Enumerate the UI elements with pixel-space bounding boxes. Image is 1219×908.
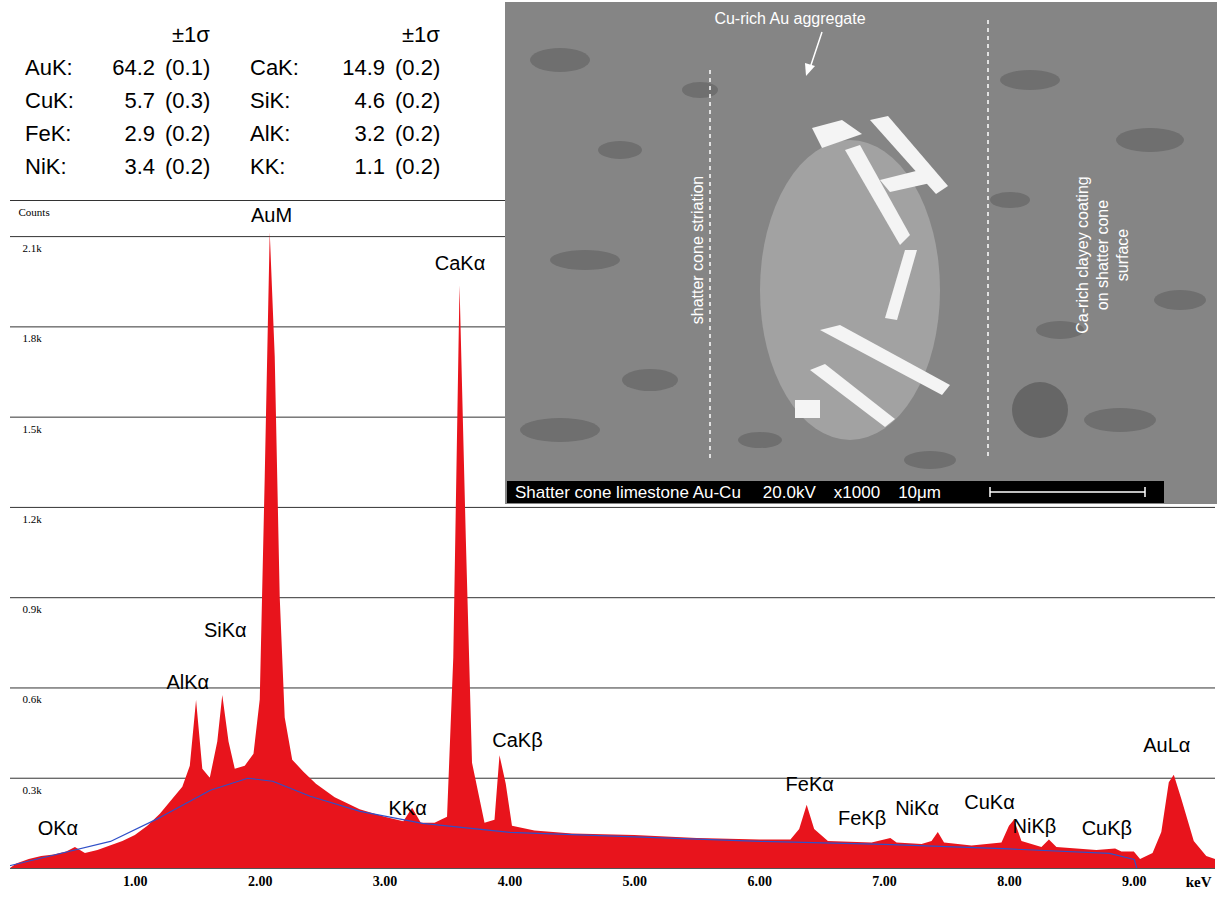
svg-text:20.0kV: 20.0kV (763, 483, 817, 502)
svg-text:NiK:: NiK: (25, 154, 67, 179)
svg-text:(0.2): (0.2) (165, 121, 210, 146)
svg-text:(0.2): (0.2) (395, 88, 440, 113)
svg-text:±1σ: ±1σ (402, 22, 440, 47)
svg-text:4.6: 4.6 (354, 88, 385, 113)
svg-text:1.1: 1.1 (354, 154, 385, 179)
svg-text:KKα: KKα (388, 797, 426, 819)
svg-text:1.8k: 1.8k (23, 332, 43, 344)
svg-text:5.00: 5.00 (623, 874, 648, 889)
svg-text:AuK:: AuK: (25, 55, 73, 80)
svg-text:NiKα: NiKα (895, 797, 939, 819)
svg-text:(0.2): (0.2) (395, 55, 440, 80)
svg-text:4.00: 4.00 (498, 874, 523, 889)
svg-text:surface: surface (1114, 229, 1131, 282)
svg-text:x1000: x1000 (834, 483, 880, 502)
svg-text:CuKα: CuKα (964, 791, 1014, 813)
svg-text:AuLα: AuLα (1143, 734, 1190, 756)
svg-text:64.2: 64.2 (112, 55, 155, 80)
svg-text:9.00: 9.00 (1122, 874, 1147, 889)
svg-text:3.4: 3.4 (124, 154, 155, 179)
svg-text:OKα: OKα (38, 817, 78, 839)
svg-text:shatter cone striation: shatter cone striation (689, 176, 706, 325)
svg-text:Cu-rich Au aggregate: Cu-rich Au aggregate (714, 10, 865, 27)
svg-text:CaKβ: CaKβ (492, 729, 542, 751)
svg-text:(0.3): (0.3) (165, 88, 210, 113)
svg-text:1.5k: 1.5k (23, 423, 43, 435)
svg-text:1.2k: 1.2k (23, 513, 43, 525)
svg-text:2.1k: 2.1k (23, 242, 43, 254)
svg-text:7.00: 7.00 (872, 874, 897, 889)
svg-text:FeK:: FeK: (25, 121, 71, 146)
svg-text:CaK:: CaK: (250, 55, 299, 80)
svg-text:0.3k: 0.3k (23, 784, 43, 796)
svg-text:AlK:: AlK: (250, 121, 290, 146)
svg-text:0.9k: 0.9k (23, 603, 43, 615)
svg-text:2.9: 2.9 (124, 121, 155, 146)
svg-text:FeKα: FeKα (786, 773, 834, 795)
svg-text:KK:: KK: (250, 154, 285, 179)
svg-text:SiK:: SiK: (250, 88, 290, 113)
svg-text:AuM: AuM (251, 204, 292, 226)
svg-text:CuK:: CuK: (25, 88, 74, 113)
svg-text:(0.1): (0.1) (165, 55, 210, 80)
svg-text:Ca-rich clayey coating: Ca-rich clayey coating (1074, 176, 1091, 333)
svg-text:Counts: Counts (19, 206, 50, 218)
svg-text:FeKβ: FeKβ (838, 807, 886, 829)
svg-text:1.00: 1.00 (123, 874, 148, 889)
svg-text:2.00: 2.00 (248, 874, 273, 889)
svg-text:±1σ: ±1σ (172, 22, 210, 47)
svg-text:5.7: 5.7 (124, 88, 155, 113)
svg-text:14.9: 14.9 (342, 55, 385, 80)
svg-text:Shatter cone limestone Au-Cu: Shatter cone limestone Au-Cu (515, 483, 741, 502)
svg-text:6.00: 6.00 (747, 874, 772, 889)
svg-text:keV: keV (1186, 874, 1212, 890)
svg-text:on shatter cone: on shatter cone (1094, 200, 1111, 310)
svg-text:CaKα: CaKα (435, 252, 485, 274)
svg-text:AlKα: AlKα (166, 671, 209, 693)
svg-text:8.00: 8.00 (997, 874, 1022, 889)
svg-text:3.2: 3.2 (354, 121, 385, 146)
svg-text:(0.2): (0.2) (395, 121, 440, 146)
svg-text:10μm: 10μm (898, 483, 941, 502)
svg-text:(0.2): (0.2) (165, 154, 210, 179)
svg-text:3.00: 3.00 (373, 874, 398, 889)
svg-text:SiKα: SiKα (204, 619, 247, 641)
svg-text:NiKβ: NiKβ (1013, 815, 1057, 837)
svg-text:0.6k: 0.6k (23, 693, 43, 705)
svg-text:(0.2): (0.2) (395, 154, 440, 179)
svg-text:CuKβ: CuKβ (1082, 817, 1132, 839)
